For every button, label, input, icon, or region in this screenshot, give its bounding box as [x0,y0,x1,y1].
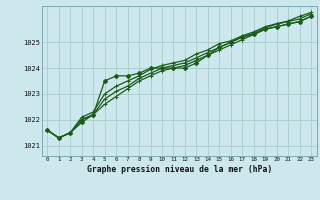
X-axis label: Graphe pression niveau de la mer (hPa): Graphe pression niveau de la mer (hPa) [87,165,272,174]
